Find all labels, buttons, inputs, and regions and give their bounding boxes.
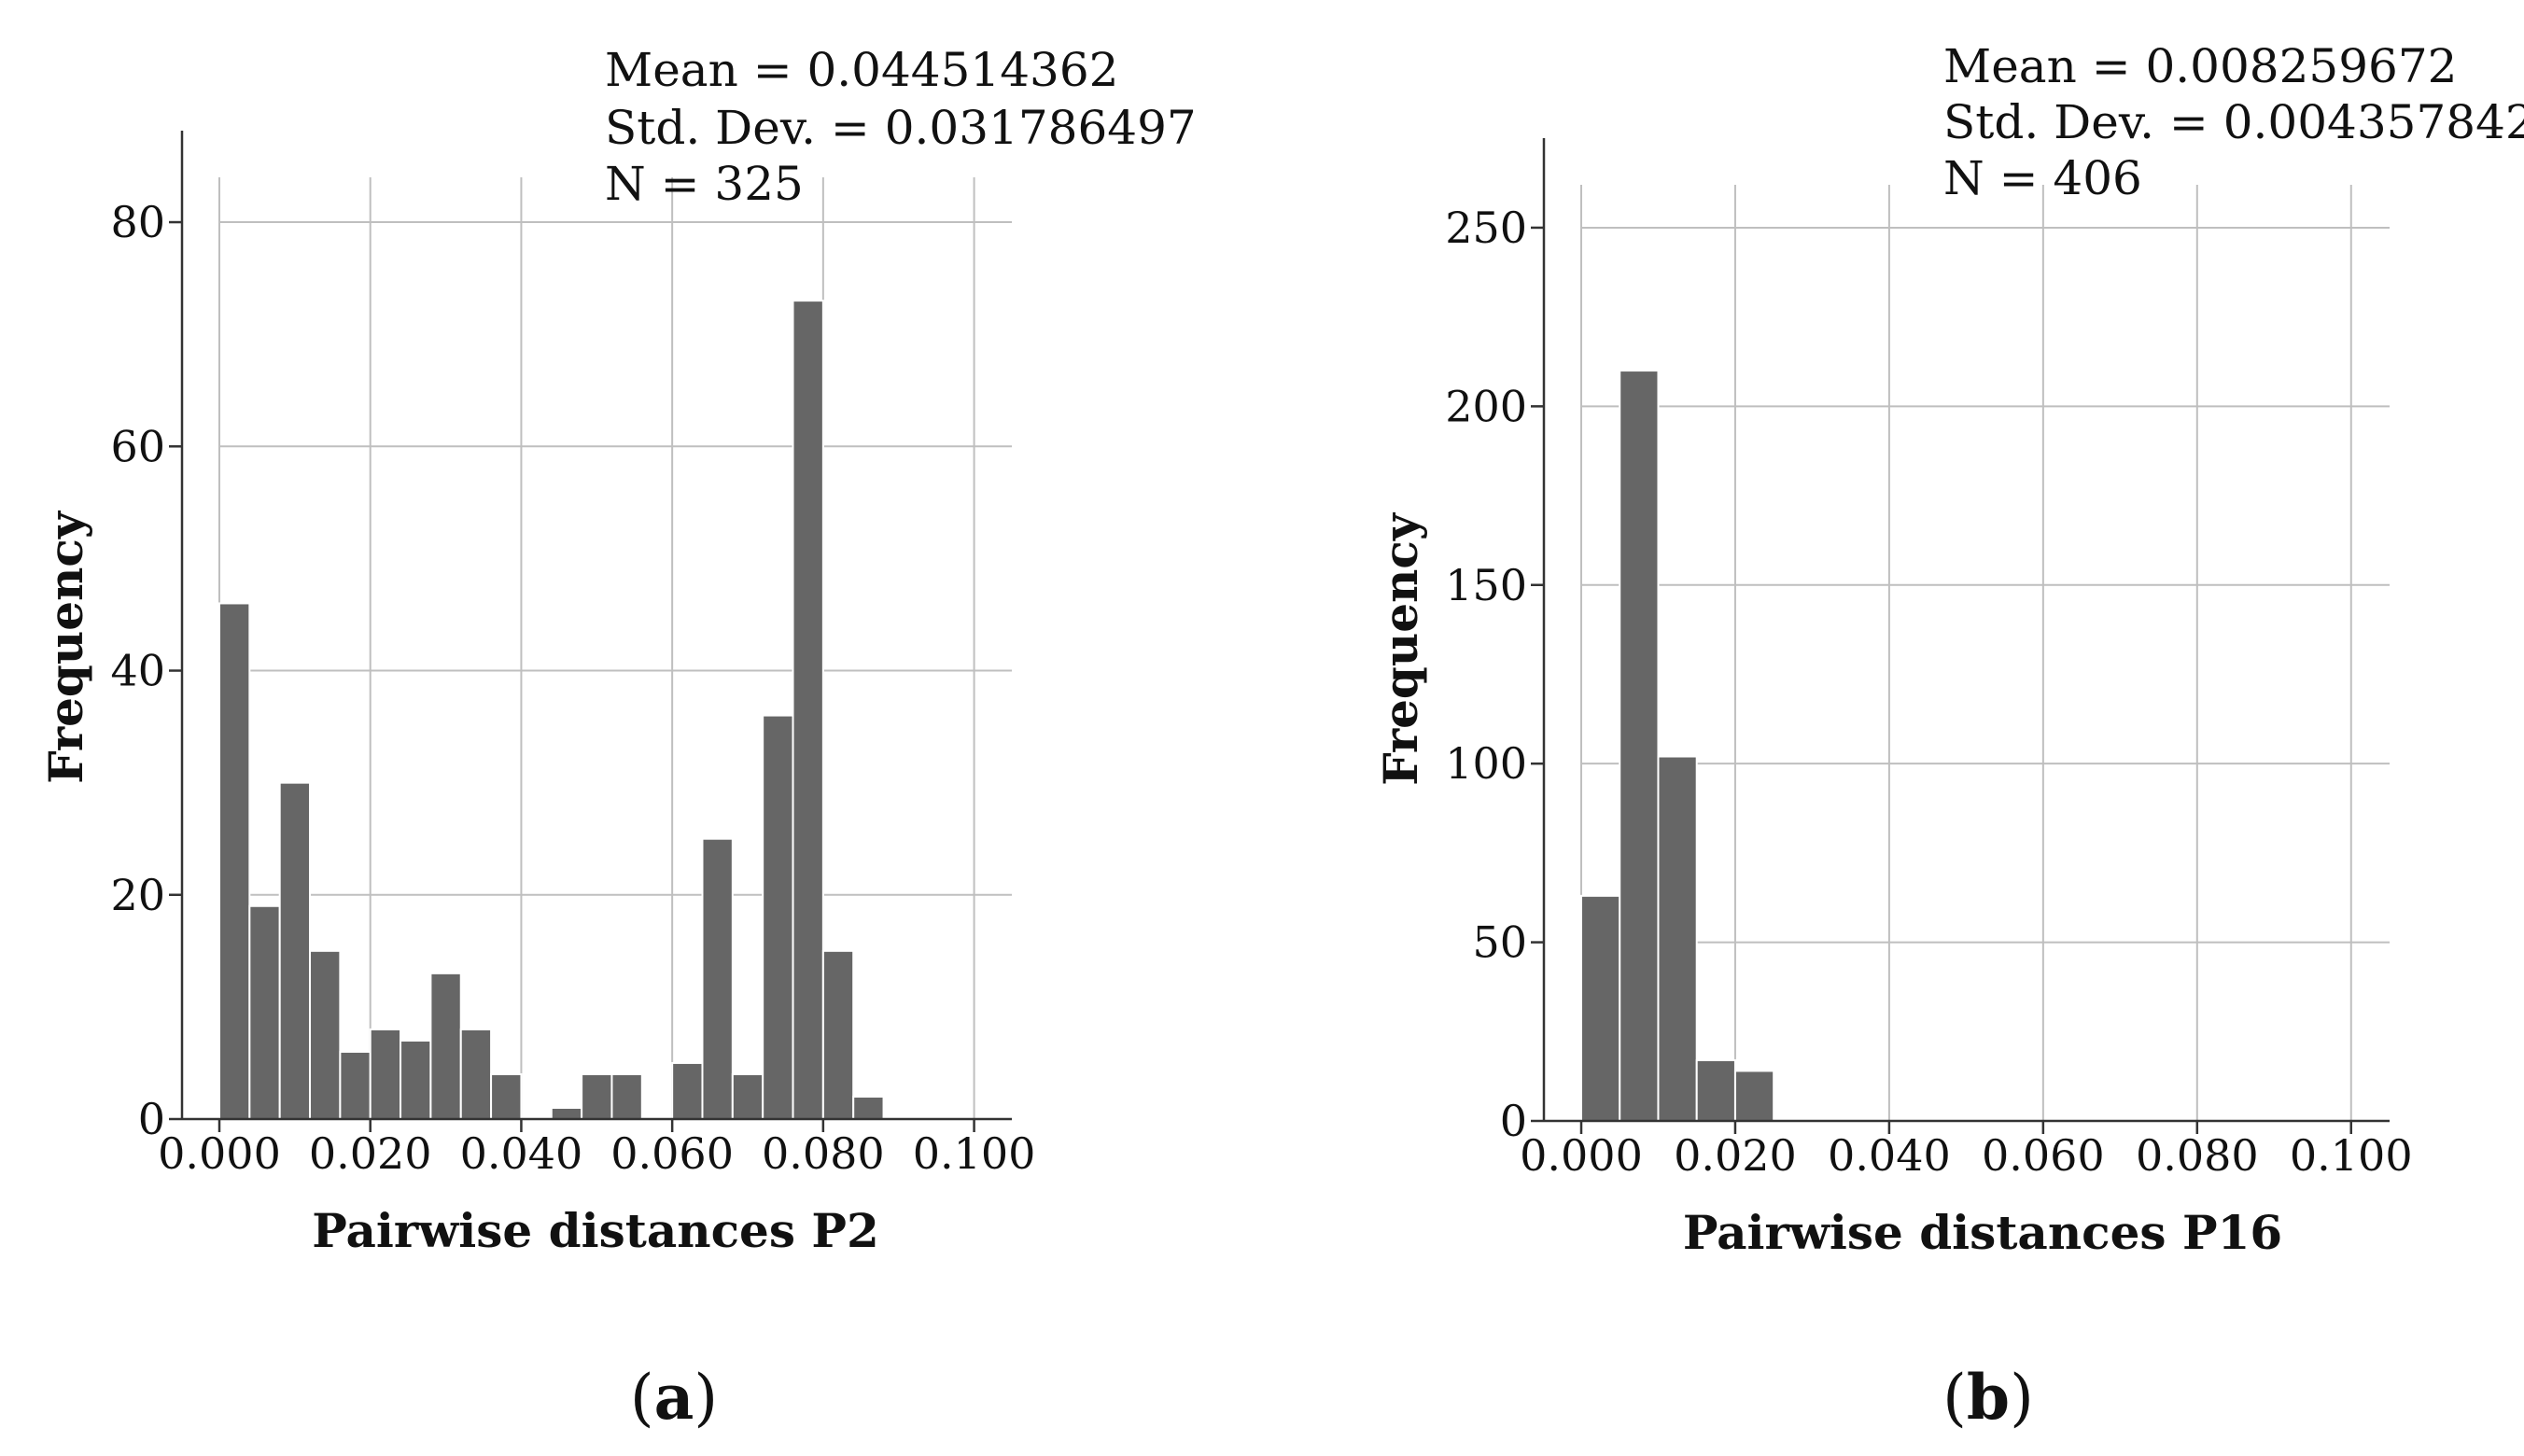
panel-label-letter: a (654, 1361, 694, 1434)
x-tick-label: 0.000 (158, 1128, 281, 1179)
panel-label: (b) (1942, 1361, 2034, 1434)
histogram-bar (731, 1072, 764, 1121)
x-tick-label: 0.100 (913, 1128, 1036, 1179)
panel-label-open: ( (1942, 1362, 1967, 1434)
histogram-bar (1657, 755, 1698, 1123)
x-axis-label: Pairwise distances P2 (312, 1203, 879, 1258)
histogram-bar (701, 837, 734, 1120)
y-tick-label: 40 (110, 646, 165, 696)
x-tick-label: 0.040 (1828, 1130, 1951, 1181)
x-tick-label: 0.080 (762, 1128, 885, 1179)
x-tick-label: 0.060 (610, 1128, 734, 1179)
histogram-bar (339, 1050, 372, 1121)
y-tick-label: 50 (1472, 917, 1527, 968)
stats-line: Mean = 0.044514362 (605, 43, 1119, 97)
histogram-bar (581, 1072, 613, 1121)
stats-line: N = 406 (1943, 151, 2142, 205)
histogram-bar (400, 1039, 432, 1120)
histogram-bar (1619, 370, 1660, 1122)
stats-line: N = 325 (605, 157, 804, 211)
histogram-bar (671, 1061, 704, 1120)
histogram-bar (218, 602, 251, 1120)
panel-label: (a) (630, 1361, 718, 1434)
x-axis-label: Pairwise distances P16 (1683, 1205, 2282, 1260)
x-tick-label: 0.100 (2290, 1130, 2413, 1181)
y-tick-label: 150 (1445, 560, 1527, 610)
histogram-bar (610, 1072, 643, 1121)
histogram-bar (852, 1095, 885, 1121)
y-tick-label: 80 (110, 197, 165, 247)
histogram-bar (429, 972, 462, 1120)
stats-line: Mean = 0.008259672 (1943, 39, 2458, 93)
histogram-bar (1695, 1058, 1736, 1122)
chart-panel-a: 0 20 40 60 80 0.000 0.020 0.040 0.060 0.080 0.100 M… (38, 43, 1197, 1434)
x-tick-label: 0.020 (309, 1128, 432, 1179)
histogram-bar (792, 300, 824, 1120)
histogram-bar (1580, 894, 1621, 1122)
y-tick-label: 200 (1445, 381, 1527, 431)
x-tick-label: 0.060 (1982, 1130, 2105, 1181)
y-tick-label: 0 (138, 1094, 165, 1144)
y-axis-label: Frequency (38, 510, 93, 784)
histogram-bar (459, 1028, 493, 1121)
chart-panel-b: 0 50 100 150 200 250 0.000 0.020 0.040 0.060 0.080… (1373, 39, 2524, 1434)
x-tick-label: 0.020 (1674, 1130, 1797, 1181)
x-tick-label: 0.080 (2136, 1130, 2259, 1181)
histogram-bar (309, 949, 342, 1120)
stats-line: Std. Dev. = 0.031786497 (605, 101, 1197, 155)
histogram-bar (248, 904, 281, 1120)
x-tick-label: 0.040 (460, 1128, 583, 1179)
histogram-bar (762, 714, 794, 1120)
histogram-bar (821, 949, 855, 1120)
histogram-bar (369, 1028, 402, 1121)
y-tick-label: 100 (1445, 738, 1527, 789)
x-tick-label: 0.000 (1520, 1130, 1643, 1181)
y-axis-label: Frequency (1373, 511, 1428, 786)
histogram-bar (490, 1072, 523, 1121)
histogram-bar (278, 781, 312, 1121)
y-tick-label: 60 (110, 421, 165, 471)
histogram-bar (550, 1106, 583, 1120)
stats-line: Std. Dev. = 0.004357842 (1943, 95, 2524, 149)
y-tick-label: 20 (110, 870, 165, 920)
y-tick-label: 0 (1500, 1096, 1527, 1146)
histogram-bar (1733, 1070, 1775, 1122)
panel-label-close: ) (2010, 1362, 2034, 1434)
panel-label-close: ) (694, 1362, 718, 1434)
panel-label-letter: b (1967, 1361, 2010, 1434)
y-tick-label: 250 (1445, 203, 1527, 253)
panel-label-open: ( (630, 1362, 654, 1434)
